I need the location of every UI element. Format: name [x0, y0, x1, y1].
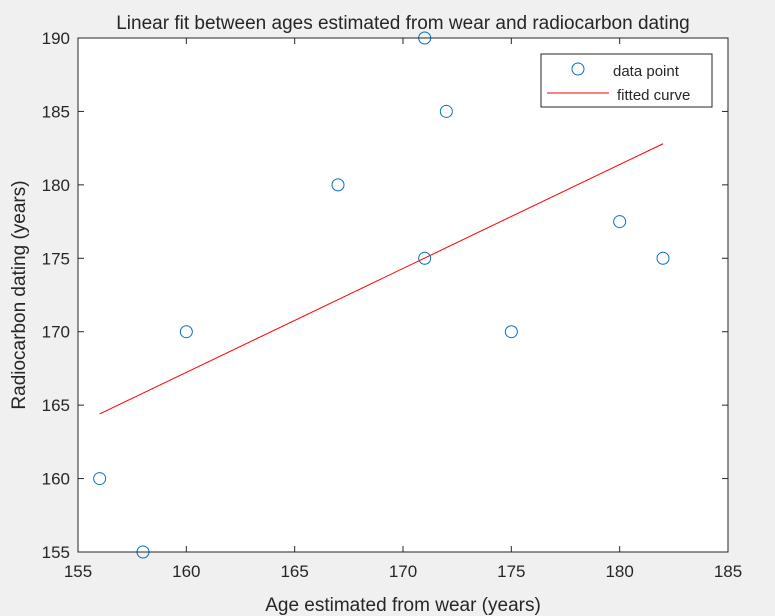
y-tick-label: 185: [42, 102, 70, 121]
x-tick-label: 175: [497, 562, 525, 581]
y-tick-label: 180: [42, 176, 70, 195]
fitted-curve-line: [99, 143, 664, 415]
x-tick-label: 155: [64, 562, 92, 581]
plot-area: [78, 38, 728, 552]
data-point: [418, 251, 432, 265]
x-axis: 155 160 165 170 175 180 185: [64, 38, 742, 581]
x-tick-label: 180: [605, 562, 633, 581]
y-tick-label: 155: [42, 543, 70, 562]
y-tick-label: 160: [42, 470, 70, 489]
x-tick-label: 185: [714, 562, 742, 581]
legend-marker-data-point: [571, 62, 585, 76]
y-tick-label: 190: [42, 29, 70, 48]
legend-label-data-point: data point: [613, 63, 680, 80]
legend-box: [540, 53, 713, 108]
data-point: [93, 472, 107, 486]
y-axis-label: Radiocarbon dating (years): [9, 180, 30, 409]
x-axis-label: Age estimated from wear (years): [265, 595, 541, 616]
data-point: [656, 251, 670, 265]
legend-label-fitted-curve: fitted curve: [617, 87, 690, 104]
y-tick-label: 170: [42, 323, 70, 342]
y-tick-label: 165: [42, 396, 70, 415]
x-tick-label: 165: [280, 562, 308, 581]
x-tick-label: 160: [172, 562, 200, 581]
data-point: [179, 325, 193, 339]
y-tick-label: 175: [42, 249, 70, 268]
data-point: [439, 104, 453, 118]
data-point: [331, 178, 345, 192]
data-point: [504, 325, 518, 339]
legend: data point fitted curve: [540, 53, 713, 108]
y-axis: 155 160 165 170 175 180 185 190: [42, 29, 728, 562]
data-point: [613, 215, 627, 229]
x-tick-label: 170: [389, 562, 417, 581]
chart-title: Linear fit between ages estimated from w…: [116, 13, 690, 34]
